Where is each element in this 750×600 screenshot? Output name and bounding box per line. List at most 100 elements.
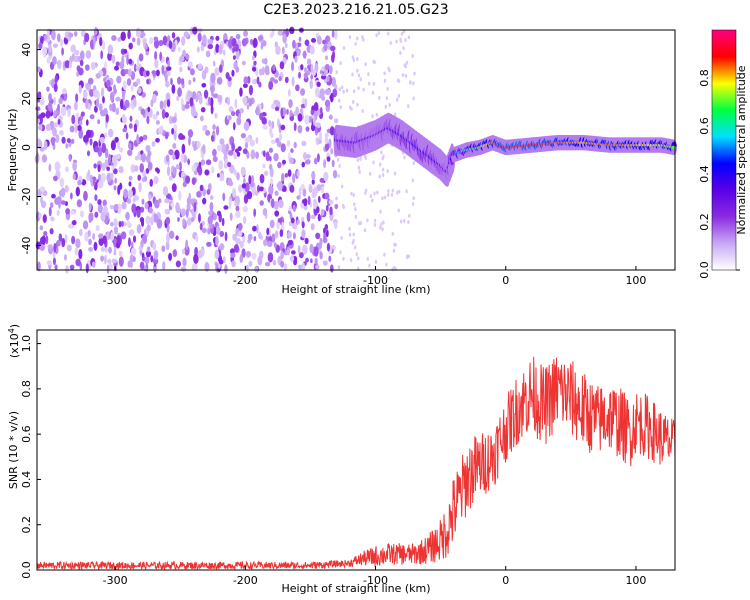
heatmap-speckle [37, 139, 43, 149]
heatmap-speckle [404, 64, 407, 69]
heatmap-speckle [339, 250, 342, 255]
heatmap-speckle [262, 66, 265, 76]
heatmap-speckle [147, 150, 152, 157]
heatmap-speckle [98, 237, 104, 246]
heatmap-speckle [149, 216, 154, 226]
heatmap-speckle [356, 36, 359, 41]
heatmap-speckle [185, 208, 189, 218]
heatmap-speckle [279, 229, 284, 237]
heatmap-speckle [335, 196, 338, 201]
spectrogram-x-ticks: -300 -200 -100 0 100 [103, 266, 646, 287]
heatmap-speckle [323, 232, 327, 240]
heatmap-speckle [248, 84, 254, 96]
heatmap-speckle [122, 115, 127, 124]
heatmap-speckle [128, 229, 135, 236]
heatmap-speckle [401, 73, 405, 78]
heatmap-speckle [39, 225, 44, 231]
heatmap-speckle [333, 221, 338, 230]
heatmap-speckle [128, 42, 133, 50]
heatmap-speckle [201, 227, 207, 234]
heatmap-speckle [267, 252, 274, 263]
heatmap-speckle [53, 83, 58, 93]
heatmap-speckle [99, 37, 103, 47]
heatmap-speckle [45, 235, 49, 245]
heatmap-speckle [120, 31, 126, 41]
heatmap-speckle [273, 79, 279, 84]
heatmap-speckle [280, 107, 284, 118]
y-tick-label: 0.0 [20, 561, 33, 579]
heatmap-speckle [393, 171, 397, 176]
colorbar-tick-label: 0.2 [698, 213, 711, 231]
heatmap-speckle [252, 78, 258, 85]
heatmap-speckle [145, 250, 152, 258]
heatmap-speckle [277, 218, 283, 223]
heatmap-speckle [355, 252, 358, 257]
heatmap-speckle [341, 184, 344, 189]
heatmap-speckle [153, 250, 159, 260]
heatmap-speckle [350, 191, 353, 196]
heatmap-speckle [319, 251, 323, 260]
heatmap-speckle [141, 198, 145, 205]
heatmap-speckle [240, 132, 247, 139]
heatmap-speckle [373, 191, 376, 196]
heatmap-speckle [127, 142, 132, 150]
heatmap-speckle [316, 153, 320, 163]
heatmap-speckle [241, 60, 246, 66]
heatmap-speckle [359, 77, 362, 82]
heatmap-speckle [378, 95, 381, 100]
heatmap-speckle [140, 108, 146, 116]
heatmap-speckle [221, 217, 225, 227]
heatmap-speckle [113, 204, 119, 211]
heatmap-speckle [78, 84, 82, 94]
heatmap-speckle [382, 154, 385, 159]
heatmap-speckle [195, 93, 199, 103]
heatmap-speckle [242, 96, 248, 104]
heatmap-speckle [227, 76, 232, 82]
heatmap-speckle [151, 141, 156, 147]
heatmap-speckle [136, 133, 140, 144]
heatmap-speckle [213, 213, 217, 221]
heatmap-speckle [282, 159, 287, 165]
y-tick-label: 20 [20, 92, 33, 106]
heatmap-speckle [105, 231, 111, 241]
heatmap-speckle [130, 247, 137, 256]
heatmap-speckle [229, 164, 235, 174]
heatmap-speckle [304, 159, 311, 165]
heatmap-speckle [145, 144, 151, 152]
heatmap-speckle [124, 69, 130, 74]
heatmap-speckle [316, 35, 322, 45]
heatmap-speckle [316, 184, 322, 192]
heatmap-speckle [153, 213, 157, 220]
heatmap-speckle [243, 177, 246, 185]
heatmap-speckle [284, 173, 288, 178]
heatmap-speckle [67, 223, 73, 229]
heatmap-speckle [312, 68, 316, 76]
heatmap-speckle [111, 35, 117, 41]
heatmap-speckle [198, 95, 203, 105]
heatmap-speckle [147, 161, 153, 171]
heatmap-speckle [192, 26, 198, 35]
heatmap-speckle [224, 231, 228, 242]
heatmap-speckle [231, 260, 236, 268]
heatmap-speckle [215, 235, 219, 247]
heatmap-speckle [210, 134, 215, 142]
heatmap-speckle [80, 111, 85, 117]
heatmap-speckle [60, 187, 66, 198]
heatmap-speckle [352, 238, 355, 243]
heatmap-speckle [124, 99, 130, 108]
heatmap-speckle [362, 37, 365, 42]
heatmap-speckle [68, 32, 74, 38]
heatmap-speckle [253, 236, 257, 242]
heatmap-speckle [210, 87, 214, 97]
heatmap-speckle [192, 77, 196, 83]
heatmap-speckle [261, 116, 267, 125]
heatmap-speckle [403, 155, 406, 160]
heatmap-speckle [205, 129, 211, 136]
heatmap-speckle [397, 93, 401, 98]
heatmap-speckle [173, 123, 178, 134]
heatmap-speckle [60, 106, 67, 117]
heatmap-speckle [54, 264, 58, 271]
heatmap-speckle [97, 173, 102, 182]
heatmap-speckle [40, 112, 46, 118]
heatmap-speckle [371, 198, 374, 203]
